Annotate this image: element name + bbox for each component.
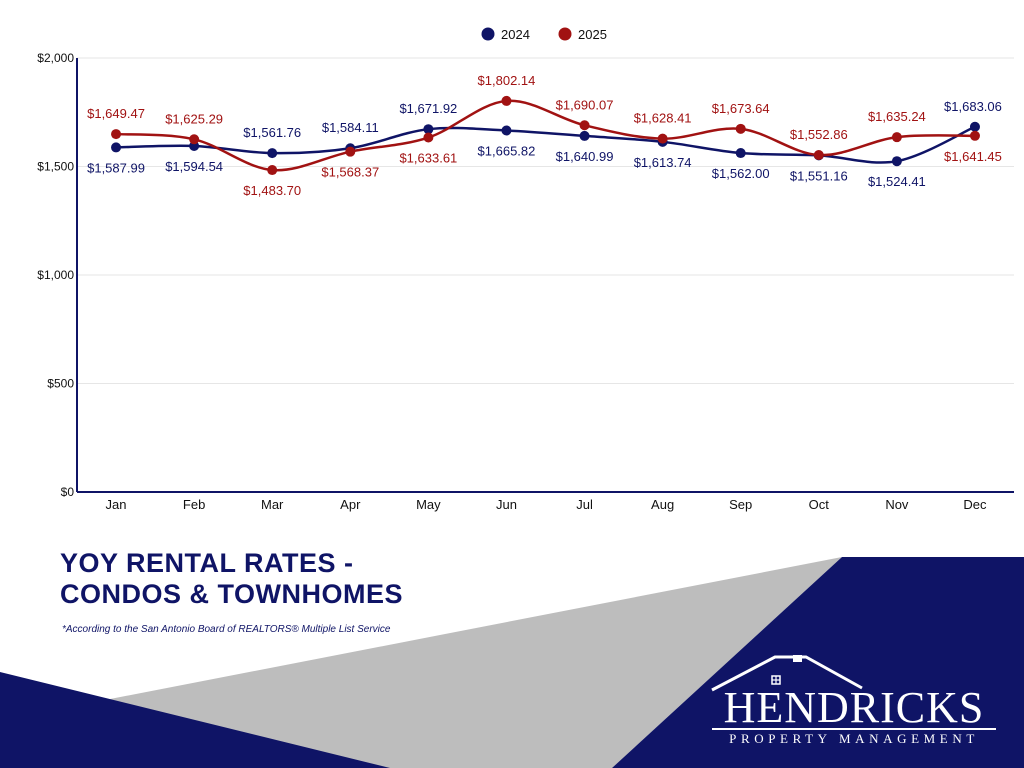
source-footnote: *According to the San Antonio Board of R… xyxy=(62,624,391,635)
data-label-2025: $1,635.24 xyxy=(868,109,926,124)
y-tick-label: $1,500 xyxy=(37,160,74,174)
data-label-2025: $1,625.29 xyxy=(165,111,223,126)
x-tick-label: Aug xyxy=(651,497,674,512)
chart-title-line-1: YOY RENTAL RATES - xyxy=(60,548,354,578)
data-label-2025: $1,673.64 xyxy=(712,101,770,116)
y-tick-label: $500 xyxy=(47,377,74,391)
data-point-2025 xyxy=(189,134,200,145)
data-label-2025: $1,483.70 xyxy=(243,183,301,198)
data-point-2024 xyxy=(501,125,512,136)
x-tick-label: Sep xyxy=(729,497,752,512)
data-label-2025: $1,552.86 xyxy=(790,127,848,142)
x-tick-label: Apr xyxy=(340,497,361,512)
data-point-2024 xyxy=(267,148,278,159)
data-label-2024: $1,613.74 xyxy=(634,155,692,170)
data-label-2024: $1,587.99 xyxy=(87,160,145,175)
data-label-2025: $1,568.37 xyxy=(321,165,379,180)
data-label-2025: $1,633.61 xyxy=(399,151,457,166)
data-label-2024: $1,594.54 xyxy=(165,159,223,174)
data-point-2025 xyxy=(111,129,122,140)
x-tick-label: Oct xyxy=(809,497,830,512)
y-tick-label: $2,000 xyxy=(37,51,74,65)
x-tick-label: Feb xyxy=(183,497,205,512)
data-label-2025: $1,802.14 xyxy=(478,73,536,88)
x-tick-label: Jun xyxy=(496,497,517,512)
x-tick-label: May xyxy=(416,497,441,512)
data-point-2025 xyxy=(267,165,278,176)
x-tick-label: Jul xyxy=(576,497,593,512)
brand-tagline: PROPERTY MANAGEMENT xyxy=(712,728,996,747)
navy-left-corner-shape xyxy=(0,672,390,768)
x-tick-label: Dec xyxy=(963,497,987,512)
data-point-2024 xyxy=(423,124,434,135)
data-label-2024: $1,683.06 xyxy=(944,99,1002,114)
series-line-2025 xyxy=(115,99,975,172)
data-label-2025: $1,641.45 xyxy=(944,149,1002,164)
x-tick-label: Mar xyxy=(261,497,284,512)
data-label-2024: $1,665.82 xyxy=(478,144,536,159)
data-point-2025 xyxy=(735,123,746,134)
data-point-2025 xyxy=(657,133,668,144)
data-point-2024 xyxy=(969,121,980,132)
data-point-2024 xyxy=(891,156,902,167)
data-point-2025 xyxy=(813,150,824,161)
data-point-2025 xyxy=(891,132,902,143)
data-label-2024: $1,561.76 xyxy=(243,125,301,140)
legend-marker-2024 xyxy=(481,27,495,41)
data-label-2024: $1,671.92 xyxy=(399,101,457,116)
y-tick-label: $1,000 xyxy=(37,268,74,282)
data-label-2024: $1,640.99 xyxy=(556,149,614,164)
chart-title: YOY RENTAL RATES - CONDOS & TOWNHOMES xyxy=(60,548,403,610)
legend-label-2024: 2024 xyxy=(501,27,530,42)
data-label-2025: $1,690.07 xyxy=(556,97,614,112)
data-point-2024 xyxy=(111,142,122,153)
y-tick-label: $0 xyxy=(61,485,75,499)
data-point-2025 xyxy=(423,132,434,143)
data-label-2024: $1,524.41 xyxy=(868,174,926,189)
data-label-2024: $1,562.00 xyxy=(712,166,770,181)
data-point-2024 xyxy=(579,130,590,141)
data-label-2025: $1,649.47 xyxy=(87,106,145,121)
data-label-2025: $1,628.41 xyxy=(634,111,692,126)
x-tick-label: Jan xyxy=(106,497,127,512)
house-roof-logo-icon xyxy=(711,655,863,692)
brand-name: HENDRICKS xyxy=(723,683,985,732)
line-chart: $0 $500 $1,000 $1,500 $2,000 Jan Feb Mar Apr May… xyxy=(37,27,1014,512)
data-label-2024: $1,584.11 xyxy=(322,120,379,135)
chart-title-line-2: CONDOS & TOWNHOMES xyxy=(60,579,404,609)
legend-marker-2025 xyxy=(558,27,572,41)
data-point-2025 xyxy=(969,130,980,141)
data-point-2024 xyxy=(735,148,746,159)
data-point-2025 xyxy=(345,146,356,157)
legend-label-2025: 2025 xyxy=(578,27,607,42)
gray-band-shape xyxy=(105,557,842,768)
data-point-2025 xyxy=(579,120,590,131)
x-tick-label: Nov xyxy=(885,497,909,512)
data-point-2025 xyxy=(501,95,512,106)
brand-logo: HENDRICKS PROPERTY MANAGEMENT xyxy=(712,686,996,747)
data-label-2024: $1,551.16 xyxy=(790,168,848,183)
